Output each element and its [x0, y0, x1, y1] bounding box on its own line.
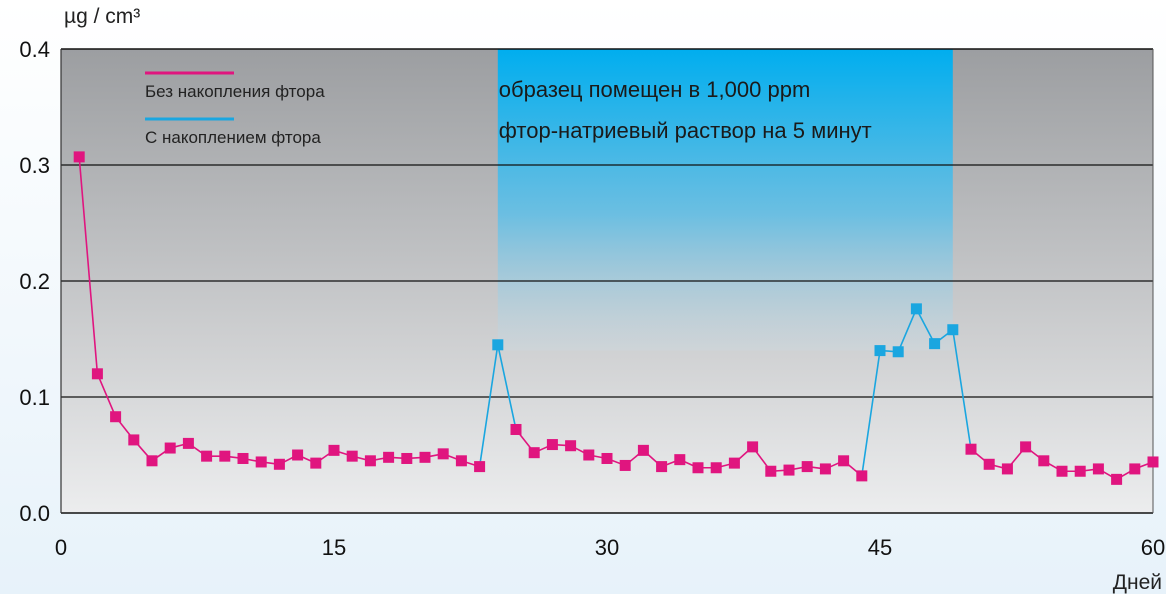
marker-without-fluoride — [1129, 463, 1141, 475]
legend: Без накопления фтора С накоплением фтора — [145, 71, 325, 147]
marker-without-fluoride — [401, 452, 413, 464]
legend-label-without-fluoride: Без накопления фтора — [145, 82, 325, 101]
y-axis-title: µg / cm³ — [64, 5, 140, 28]
series-segment — [478, 344, 499, 467]
marker-without-fluoride — [674, 454, 686, 466]
marker-without-fluoride — [637, 444, 649, 456]
marker-without-fluoride — [437, 448, 449, 460]
series-segment — [497, 344, 517, 430]
series-segment — [96, 373, 117, 418]
marker-without-fluoride — [292, 449, 304, 461]
x-tick-label: 0 — [55, 535, 67, 560]
marker-without-fluoride — [1038, 455, 1050, 467]
marker-without-fluoride — [765, 465, 777, 477]
marker-without-fluoride — [146, 455, 158, 467]
marker-with-fluoride — [892, 346, 904, 358]
marker-without-fluoride — [619, 459, 631, 471]
marker-without-fluoride — [1074, 465, 1086, 477]
grid-lines — [60, 48, 1154, 514]
marker-without-fluoride — [728, 457, 740, 469]
marker-without-fluoride — [1147, 456, 1159, 468]
marker-without-fluoride — [1111, 473, 1123, 485]
marker-with-fluoride — [874, 345, 886, 357]
marker-without-fluoride — [1092, 463, 1104, 475]
series-segment — [952, 329, 972, 450]
annotation-line-2: фтор-натриевый раствор на 5 минут — [499, 118, 872, 143]
x-tick-label: 45 — [868, 535, 892, 560]
series-segment — [897, 308, 918, 353]
series-markers — [73, 151, 1159, 485]
marker-without-fluoride — [182, 437, 194, 449]
marker-without-fluoride — [328, 444, 340, 456]
marker-without-fluoride — [856, 470, 868, 482]
marker-without-fluoride — [383, 451, 395, 463]
legend-label-with-fluoride: С накоплением фтора — [145, 128, 321, 147]
marker-without-fluoride — [965, 443, 977, 455]
marker-without-fluoride — [255, 456, 267, 468]
marker-without-fluoride — [601, 452, 613, 464]
y-tick-label: 0.3 — [19, 153, 50, 178]
marker-with-fluoride — [492, 339, 504, 351]
marker-without-fluoride — [455, 455, 467, 467]
marker-without-fluoride — [310, 457, 322, 469]
marker-with-fluoride — [910, 303, 922, 315]
marker-without-fluoride — [1020, 441, 1032, 453]
annotation: образец помещен в 1,000 ppm фтор-натриев… — [499, 77, 872, 143]
marker-without-fluoride — [747, 441, 759, 453]
marker-without-fluoride — [983, 458, 995, 470]
series-segment — [861, 350, 881, 476]
x-tick-label: 15 — [322, 535, 346, 560]
marker-with-fluoride — [947, 324, 959, 336]
x-axis-title: Дней — [1113, 571, 1162, 594]
x-tick-label: 30 — [595, 535, 619, 560]
marker-without-fluoride — [528, 447, 540, 459]
marker-without-fluoride — [273, 458, 285, 470]
marker-without-fluoride — [838, 455, 850, 467]
marker-without-fluoride — [128, 434, 140, 446]
marker-without-fluoride — [546, 439, 558, 451]
series-segment — [915, 308, 936, 345]
marker-without-fluoride — [237, 452, 249, 464]
marker-without-fluoride — [201, 450, 213, 462]
marker-without-fluoride — [801, 461, 813, 473]
marker-without-fluoride — [91, 368, 103, 380]
marker-without-fluoride — [565, 440, 577, 452]
marker-without-fluoride — [419, 451, 431, 463]
marker-without-fluoride — [73, 151, 85, 163]
annotation-line-1: образец помещен в 1,000 ppm — [499, 77, 810, 102]
annotation-band — [497, 49, 953, 351]
marker-without-fluoride — [656, 461, 668, 473]
marker-with-fluoride — [929, 338, 941, 350]
y-tick-label: 0.1 — [19, 385, 50, 410]
x-tick-label: 60 — [1141, 535, 1165, 560]
marker-without-fluoride — [1056, 465, 1068, 477]
marker-without-fluoride — [710, 462, 722, 474]
x-axis: 0 15 30 45 60 — [55, 535, 1165, 560]
marker-without-fluoride — [819, 463, 831, 475]
series-segment — [78, 156, 99, 374]
y-tick-label: 0.4 — [19, 37, 50, 62]
marker-without-fluoride — [692, 462, 704, 474]
marker-without-fluoride — [510, 423, 522, 435]
marker-without-fluoride — [583, 449, 595, 461]
y-axis: 0.0 0.1 0.2 0.3 0.4 — [19, 37, 50, 526]
y-tick-label: 0.2 — [19, 269, 50, 294]
marker-without-fluoride — [164, 442, 176, 454]
y-tick-label: 0.0 — [19, 501, 50, 526]
marker-without-fluoride — [219, 450, 231, 462]
marker-without-fluoride — [783, 464, 795, 476]
marker-without-fluoride — [346, 450, 358, 462]
marker-without-fluoride — [474, 461, 486, 473]
marker-without-fluoride — [1001, 463, 1013, 475]
marker-without-fluoride — [110, 411, 122, 423]
marker-without-fluoride — [364, 455, 376, 467]
